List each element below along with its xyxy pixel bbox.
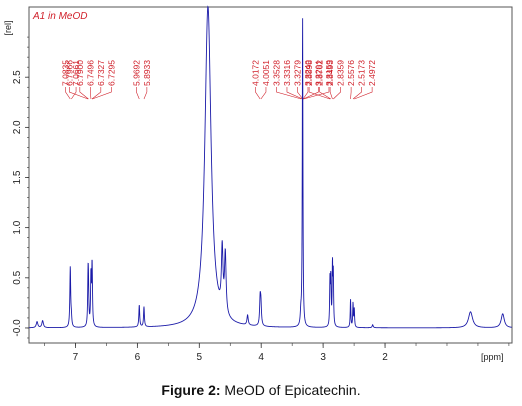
x-tick-label: 6: [135, 352, 141, 363]
peak-label: 4.0051: [261, 60, 271, 86]
peak-leader-line: [136, 87, 140, 100]
x-tick-label: 3: [320, 352, 326, 363]
x-unit-label: [ppm]: [481, 352, 504, 362]
y-tick-label: -0.0: [12, 319, 23, 337]
peak-label: 3.3528: [271, 60, 281, 86]
peak-leader-line: [276, 87, 302, 100]
plot-frame: [28, 6, 513, 344]
peak-label: 6.7295: [106, 60, 116, 86]
sample-label: A1 in MeOD: [32, 11, 87, 22]
peak-label: 6.7966: [64, 60, 74, 86]
peak-leader-line: [65, 87, 71, 100]
peak-leader-line: [71, 87, 77, 100]
spectrum-line: [29, 5, 512, 329]
peak-label: 3.3279: [292, 60, 302, 86]
peak-leader-line: [92, 87, 112, 100]
peak-leader-line: [260, 87, 267, 100]
peak-label: 2.8493: [325, 60, 335, 86]
peak-leader-line: [302, 87, 309, 100]
peak-leader-line: [303, 87, 330, 100]
peak-label: 5.9692: [131, 60, 141, 86]
peak-label: 3.3316: [282, 60, 292, 86]
peak-leader-line: [350, 87, 352, 100]
peak-leader-line: [91, 87, 102, 100]
figure-caption: Figure 2: MeOD of Epicatechin.: [0, 382, 522, 398]
peak-label: 2.4972: [367, 60, 377, 86]
peak-label: 2.8359: [336, 60, 346, 86]
peak-label: 7.0835: [61, 60, 71, 86]
peak-leader-line: [297, 87, 304, 100]
peak-label: 2.5576: [346, 60, 356, 86]
peak-label: 3.3159: [324, 60, 334, 86]
peak-label: 2.8898: [304, 60, 314, 86]
peak-leader-line: [329, 87, 333, 100]
peak-label: 3.3240: [303, 60, 313, 86]
peak-leader-line: [69, 87, 89, 100]
peak-label: 7.0661: [71, 60, 81, 86]
peak-leader-line: [79, 87, 89, 100]
peak-label: 3.3201: [313, 60, 323, 86]
peak-leader-line: [352, 87, 362, 100]
peak-leader-line: [255, 87, 261, 100]
y-unit-label: [rel]: [3, 20, 13, 35]
peak-label: 2.5173: [357, 60, 367, 86]
y-tick-label: 2.5: [12, 70, 23, 84]
peak-label: 6.7496: [85, 60, 95, 86]
peak-label: 2.8762: [315, 60, 325, 86]
peak-leader-line: [143, 87, 148, 100]
peak-label: 6.7327: [96, 60, 106, 86]
peak-leader-line: [308, 87, 331, 100]
peak-leader-line: [354, 87, 373, 100]
figure-caption-label: Figure 2:: [161, 382, 221, 398]
x-tick-label: 7: [73, 352, 79, 363]
peak-label: 6.7900: [75, 60, 85, 86]
x-tick-label: 5: [197, 352, 203, 363]
y-tick-label: 0.5: [12, 270, 23, 284]
peak-leader-line: [90, 87, 92, 100]
x-axis: 7 6 5 4 3 2: [44, 343, 510, 363]
peak-leader-line: [286, 87, 303, 100]
peak-leader-line: [333, 87, 341, 100]
y-tick-label: 1.0: [12, 220, 23, 234]
x-tick-label: 2: [382, 352, 388, 363]
figure-caption-text: MeOD of Epicatechin.: [220, 382, 361, 398]
peak-leader-line: [303, 87, 319, 100]
y-axis: -0.0 0.5 1.0 1.5 2.0 2.5: [12, 36, 29, 339]
peak-leader-line: [319, 87, 331, 100]
x-tick-label: 4: [258, 352, 264, 363]
y-tick-label: 2.0: [12, 120, 23, 134]
peak-label: 5.8933: [142, 60, 152, 86]
peak-label: 4.0172: [250, 60, 260, 86]
y-tick-label: 1.5: [12, 170, 23, 184]
